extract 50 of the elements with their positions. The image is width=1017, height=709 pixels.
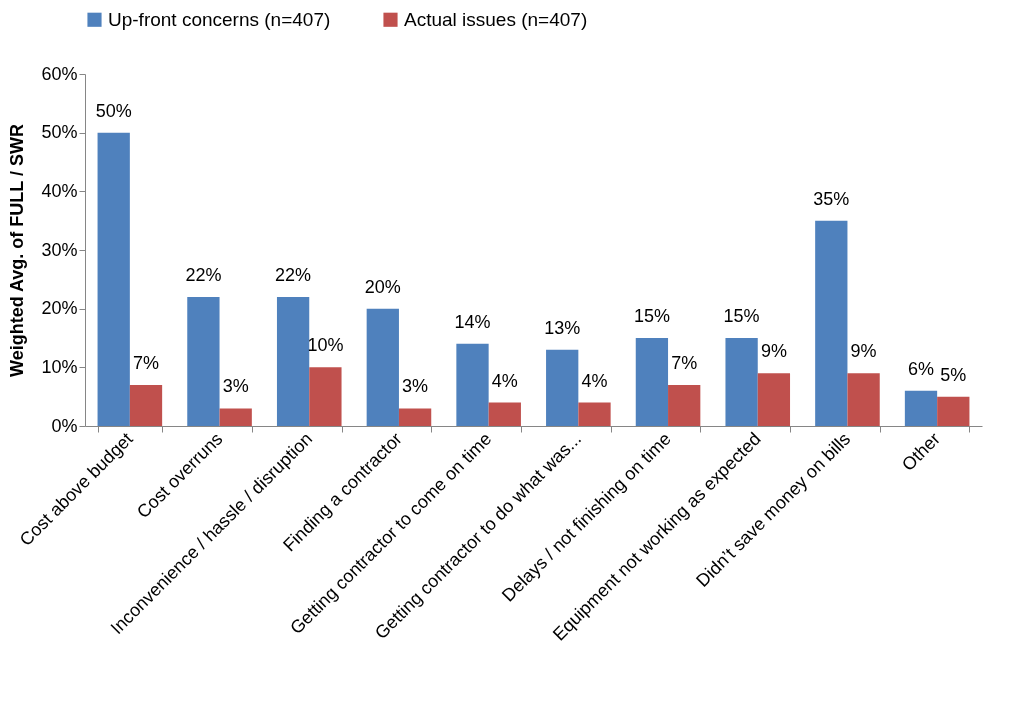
data-label: 15% — [723, 306, 760, 326]
data-label: 35% — [813, 188, 850, 209]
data-label: 20% — [364, 276, 401, 297]
bar — [219, 408, 252, 426]
y-tick-label: 0% — [51, 415, 78, 436]
bar — [276, 296, 310, 426]
data-label: 15% — [633, 306, 670, 326]
bar — [398, 408, 432, 426]
bar — [129, 384, 163, 426]
bar — [937, 396, 970, 426]
data-label: 9% — [760, 341, 787, 362]
data-label: 50% — [95, 100, 132, 121]
bar — [546, 349, 579, 426]
bar — [488, 402, 521, 426]
y-tick-label: 60% — [41, 63, 78, 84]
bar — [757, 373, 791, 426]
bar — [847, 373, 880, 426]
data-label: 7% — [132, 352, 159, 373]
y-tick-label: 40% — [41, 180, 78, 201]
data-label: 5% — [940, 364, 967, 385]
data-label: 10% — [307, 335, 344, 356]
y-tick-label: 10% — [41, 356, 78, 377]
y-tick-label: 50% — [41, 122, 78, 143]
bar — [904, 390, 938, 426]
data-label: 3% — [222, 376, 249, 397]
data-label: 4% — [581, 370, 608, 391]
bar — [366, 308, 399, 426]
data-label: 3% — [402, 376, 429, 397]
bar — [187, 296, 220, 426]
bar — [456, 343, 489, 426]
y-tick-label: 20% — [41, 298, 78, 319]
bar — [668, 384, 701, 426]
data-label: 22% — [185, 264, 222, 285]
bar — [725, 338, 758, 426]
bar — [635, 338, 669, 426]
bar — [309, 367, 342, 426]
data-label: 6% — [908, 358, 935, 379]
bar — [578, 402, 611, 426]
data-label: 7% — [671, 352, 698, 373]
legend-label: Actual issues (n=407) — [404, 8, 588, 30]
bar — [97, 132, 130, 426]
data-label: 14% — [454, 311, 491, 332]
data-label: 4% — [491, 370, 518, 391]
bar — [815, 220, 848, 426]
y-axis-title: Weighted Avg. of FULL / SWR — [7, 124, 28, 377]
legend-label: Up-front concerns (n=407) — [108, 8, 331, 30]
data-label: 13% — [544, 317, 581, 338]
data-label: 9% — [850, 341, 877, 362]
y-tick-label: 30% — [41, 239, 78, 260]
data-label: 22% — [275, 264, 312, 285]
